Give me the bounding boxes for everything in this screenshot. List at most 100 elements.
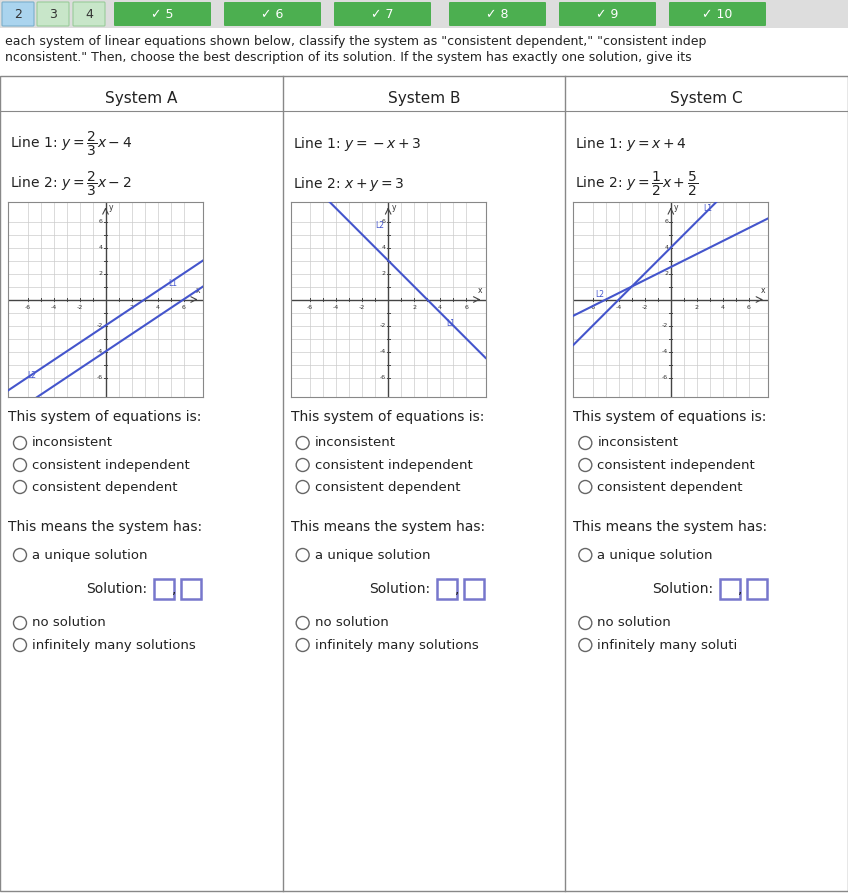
- Text: -6: -6: [307, 305, 313, 310]
- Text: -2: -2: [379, 323, 386, 328]
- Text: infinitely many soluti: infinitely many soluti: [597, 638, 738, 652]
- FancyBboxPatch shape: [669, 2, 766, 26]
- Text: Solution:: Solution:: [369, 582, 430, 596]
- Text: consistent dependent: consistent dependent: [32, 480, 177, 494]
- FancyBboxPatch shape: [437, 579, 457, 599]
- Text: 4: 4: [438, 305, 442, 310]
- Text: no solution: no solution: [315, 616, 388, 630]
- FancyBboxPatch shape: [334, 2, 431, 26]
- Text: System C: System C: [671, 90, 743, 105]
- FancyBboxPatch shape: [449, 2, 546, 26]
- Text: L1: L1: [168, 280, 177, 288]
- Text: -4: -4: [616, 305, 622, 310]
- Text: 4: 4: [99, 245, 103, 250]
- Text: no solution: no solution: [32, 616, 106, 630]
- Text: a unique solution: a unique solution: [315, 548, 430, 562]
- Text: Line 2: $y=\dfrac{1}{2}x+\dfrac{5}{2}$: Line 2: $y=\dfrac{1}{2}x+\dfrac{5}{2}$: [575, 170, 699, 198]
- Text: -4: -4: [662, 349, 668, 354]
- Text: Line 1: $y=x+4$: Line 1: $y=x+4$: [575, 135, 687, 153]
- Text: -6: -6: [97, 375, 103, 380]
- Text: y: y: [392, 203, 396, 212]
- Text: 4: 4: [664, 245, 668, 250]
- Text: consistent independent: consistent independent: [32, 458, 190, 472]
- Text: Solution:: Solution:: [86, 582, 148, 596]
- Text: inconsistent: inconsistent: [315, 437, 396, 449]
- Text: 2: 2: [412, 305, 416, 310]
- Text: consistent dependent: consistent dependent: [597, 480, 743, 494]
- FancyBboxPatch shape: [2, 2, 34, 26]
- Text: 6: 6: [99, 219, 103, 224]
- Text: L2: L2: [595, 290, 605, 299]
- Text: inconsistent: inconsistent: [597, 437, 678, 449]
- FancyBboxPatch shape: [154, 579, 175, 599]
- Text: Line 2: $y=\dfrac{2}{3}x-2$: Line 2: $y=\dfrac{2}{3}x-2$: [10, 170, 131, 198]
- Text: L2: L2: [27, 371, 36, 380]
- FancyBboxPatch shape: [559, 2, 656, 26]
- Text: consistent dependent: consistent dependent: [315, 480, 460, 494]
- Text: no solution: no solution: [597, 616, 671, 630]
- Text: 4: 4: [382, 245, 386, 250]
- Text: ✓ 5: ✓ 5: [151, 7, 173, 21]
- Text: 2: 2: [664, 271, 668, 276]
- FancyBboxPatch shape: [114, 2, 211, 26]
- Text: 4: 4: [85, 7, 93, 21]
- Text: Line 1: $y=\dfrac{2}{3}x-4$: Line 1: $y=\dfrac{2}{3}x-4$: [10, 129, 132, 158]
- Text: L1: L1: [703, 204, 712, 213]
- Text: -2: -2: [359, 305, 365, 310]
- Text: L1: L1: [447, 319, 455, 328]
- Text: y: y: [109, 203, 114, 212]
- Text: 2: 2: [382, 271, 386, 276]
- Text: 6: 6: [464, 305, 468, 310]
- Text: 4: 4: [721, 305, 725, 310]
- Text: -6: -6: [25, 305, 31, 310]
- Text: ,: ,: [738, 582, 742, 596]
- Text: ✓ 10: ✓ 10: [702, 7, 732, 21]
- FancyBboxPatch shape: [720, 579, 739, 599]
- Text: 2: 2: [99, 271, 103, 276]
- Text: Solution:: Solution:: [651, 582, 713, 596]
- Text: -4: -4: [97, 349, 103, 354]
- FancyBboxPatch shape: [181, 579, 201, 599]
- Text: ✓ 8: ✓ 8: [486, 7, 508, 21]
- Text: ✓ 6: ✓ 6: [261, 7, 283, 21]
- Text: a unique solution: a unique solution: [597, 548, 713, 562]
- Text: 3: 3: [49, 7, 57, 21]
- Text: -6: -6: [589, 305, 596, 310]
- Text: Line 1: $y=-x+3$: Line 1: $y=-x+3$: [293, 135, 421, 153]
- Text: -6: -6: [379, 375, 386, 380]
- Text: 6: 6: [181, 305, 186, 310]
- Text: 2: 2: [695, 305, 699, 310]
- Text: System B: System B: [388, 90, 460, 105]
- Text: This system of equations is:: This system of equations is:: [8, 410, 201, 424]
- Text: ,: ,: [172, 582, 176, 596]
- Text: 2: 2: [14, 7, 22, 21]
- Text: infinitely many solutions: infinitely many solutions: [32, 638, 196, 652]
- Text: Line 2: $x+y=3$: Line 2: $x+y=3$: [293, 175, 404, 193]
- Text: 6: 6: [664, 219, 668, 224]
- FancyBboxPatch shape: [747, 579, 767, 599]
- FancyBboxPatch shape: [0, 76, 848, 891]
- Text: 6: 6: [382, 219, 386, 224]
- Text: -4: -4: [50, 305, 57, 310]
- Text: nconsistent." Then, choose the best description of its solution. If the system h: nconsistent." Then, choose the best desc…: [5, 51, 692, 64]
- Text: -2: -2: [76, 305, 82, 310]
- FancyBboxPatch shape: [37, 2, 69, 26]
- Text: x: x: [761, 286, 766, 295]
- Text: This means the system has:: This means the system has:: [8, 520, 202, 534]
- Text: -2: -2: [662, 323, 668, 328]
- Text: x: x: [196, 286, 200, 295]
- Text: consistent independent: consistent independent: [597, 458, 755, 472]
- Text: -4: -4: [379, 349, 386, 354]
- Text: y: y: [674, 203, 678, 212]
- Text: 4: 4: [155, 305, 159, 310]
- Text: inconsistent: inconsistent: [32, 437, 113, 449]
- Text: L2: L2: [375, 221, 384, 230]
- Text: -2: -2: [97, 323, 103, 328]
- Text: each system of linear equations shown below, classify the system as "consistent : each system of linear equations shown be…: [5, 35, 706, 48]
- Text: ✓ 7: ✓ 7: [371, 7, 393, 21]
- Text: ,: ,: [455, 582, 459, 596]
- Text: a unique solution: a unique solution: [32, 548, 148, 562]
- Text: This means the system has:: This means the system has:: [573, 520, 767, 534]
- Text: 6: 6: [747, 305, 750, 310]
- FancyBboxPatch shape: [224, 2, 321, 26]
